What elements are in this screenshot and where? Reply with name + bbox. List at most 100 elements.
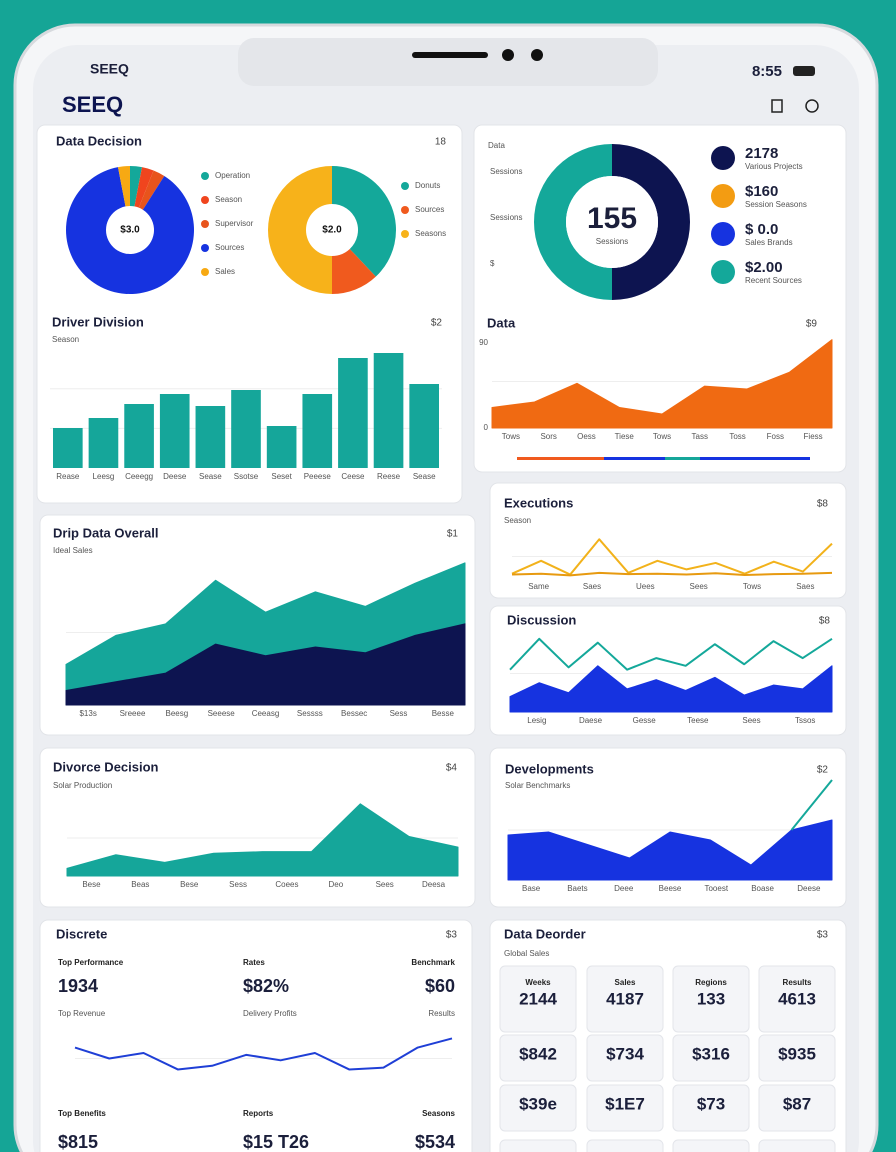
bar [266, 426, 297, 468]
status-app: SEEQ [90, 61, 129, 77]
x-tick-label: Sess [390, 709, 408, 718]
legend-dot [201, 220, 209, 228]
tile-value: 2144 [519, 989, 557, 1008]
x-tick-label: Bessec [341, 709, 367, 718]
tile [586, 1139, 664, 1152]
x-tick-label: Ceeasg [252, 709, 280, 718]
x-tick-label: Foss [767, 432, 784, 441]
legend-value: 2178 [745, 145, 778, 162]
tile-header: Results [783, 978, 812, 987]
tile-value: 4187 [606, 989, 644, 1008]
kpi-sub: Delivery Profits [243, 1009, 297, 1018]
x-tick-label: Boase [751, 884, 774, 893]
line [790, 779, 833, 831]
kpi-value: $82% [243, 976, 289, 996]
chart-badge: $8 [817, 499, 829, 510]
legend-dot [711, 260, 735, 284]
tile [586, 965, 664, 1033]
pie-slice [332, 166, 396, 277]
legend-dot [711, 184, 735, 208]
tile-value: $1E7 [605, 1094, 645, 1113]
chart-badge: $4 [446, 763, 458, 774]
profile-icon[interactable] [805, 99, 819, 113]
donut-center: 155 [587, 202, 637, 235]
bar [53, 428, 83, 468]
tile [499, 1084, 577, 1132]
pie-slice [138, 170, 165, 210]
pie-slice [118, 166, 130, 207]
x-tick-label: Tssos [795, 716, 815, 725]
tile [672, 1034, 750, 1082]
chart-badge: $3 [817, 930, 829, 941]
tile [672, 1084, 750, 1132]
legend-dot [401, 182, 409, 190]
kpi-label: Rates [243, 958, 265, 967]
x-tick-label: Daese [579, 716, 603, 725]
bar [159, 394, 190, 468]
pie-slice [332, 248, 376, 294]
x-tick-label: Sees [742, 716, 760, 725]
legend-label: Donuts [415, 181, 440, 190]
chart-title: Data Deorder [504, 926, 586, 941]
footer-label: Reports [243, 1109, 274, 1118]
side-label: Sessions [490, 213, 522, 222]
tile [672, 965, 750, 1033]
bar [409, 384, 439, 468]
footer-value: $15 T26 [243, 1132, 309, 1152]
chart-subtitle: Solar Benchmarks [505, 781, 570, 790]
line [511, 571, 833, 577]
x-tick-label: Sease [199, 472, 222, 481]
legend-dot [201, 244, 209, 252]
kpi-label: Top Performance [58, 958, 124, 967]
x-tick-label: Ssotse [234, 472, 259, 481]
chart-title: Data Decision [56, 133, 142, 148]
x-tick-label: Ceese [341, 472, 365, 481]
x-tick-label: Deo [328, 880, 343, 889]
tile-value: $935 [778, 1044, 816, 1063]
chart-subtitle: Solar Production [53, 781, 112, 790]
x-tick-label: Base [522, 884, 541, 893]
donut-hole [566, 176, 658, 268]
x-tick-label: Sees [690, 582, 708, 591]
x-tick-label: Seeese [208, 709, 236, 718]
tile-header: Regions [695, 978, 727, 987]
chart-badge: $1 [447, 529, 459, 540]
x-tick-label: Bese [82, 880, 101, 889]
bar [338, 358, 368, 468]
camera [502, 49, 514, 61]
legend-dot [401, 206, 409, 214]
tile [758, 1084, 836, 1132]
pie-center-label: $3.0 [120, 225, 140, 236]
legend-dot [711, 146, 735, 170]
bar [195, 406, 226, 468]
kpi-value: 1934 [58, 976, 98, 996]
legend-label: Supervisor [215, 219, 254, 228]
tile-value: $316 [692, 1044, 730, 1063]
line [74, 1037, 453, 1071]
x-tick-label: Tiese [615, 432, 635, 441]
pie-center-label: $2.0 [322, 225, 342, 236]
chart-title: Data [487, 315, 516, 330]
legend-label: Seasons [415, 229, 446, 238]
logo: SEEQ [62, 92, 123, 117]
chart-subtitle: Season [504, 516, 531, 525]
x-tick-label: Deee [614, 884, 634, 893]
legend-value: $160 [745, 183, 778, 200]
x-tick-label: Same [528, 582, 549, 591]
bar [88, 418, 119, 468]
legend-label: Sources [215, 243, 244, 252]
chart-badge: $9 [806, 319, 818, 330]
line [509, 637, 833, 671]
line [511, 538, 833, 576]
share-icon[interactable] [771, 99, 783, 113]
kpi-sub: Results [428, 1009, 455, 1018]
x-tick-label: Toss [729, 432, 745, 441]
x-tick-label: Coees [275, 880, 298, 889]
footer-label: Seasons [422, 1109, 455, 1118]
tile [499, 1139, 577, 1152]
footer-value: $534 [415, 1132, 455, 1152]
kpi-label: Benchmark [411, 958, 455, 967]
x-tick-label: Beesg [165, 709, 188, 718]
